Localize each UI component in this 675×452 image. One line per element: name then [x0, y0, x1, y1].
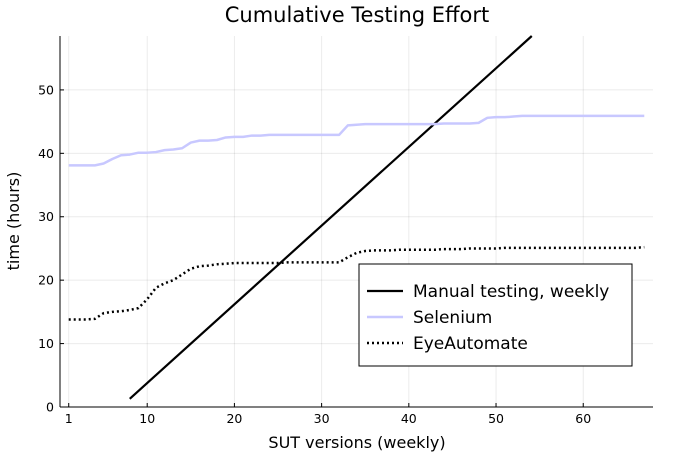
legend-label-selenium: Selenium	[413, 308, 492, 328]
y-tick-label: 30	[38, 209, 54, 224]
y-tick-label: 0	[46, 400, 54, 415]
y-tick-label: 20	[38, 273, 54, 288]
y-axis-label: time (hours)	[4, 172, 23, 271]
y-tick-label: 40	[38, 146, 54, 161]
axes	[59, 36, 653, 408]
y-tick-label: 50	[38, 82, 54, 97]
x-tick-label: 40	[401, 411, 417, 426]
chart-title: Cumulative Testing Effort	[225, 3, 490, 27]
series-line-selenium	[68, 114, 645, 167]
x-tick-label: 50	[488, 411, 504, 426]
ticks: 1 10 20 30 40 50 60 0 10 20 30 40 50	[38, 82, 591, 426]
legend-box	[358, 263, 633, 367]
series-line-manual-testing-weekly	[129, 35, 533, 400]
legend: Manual testing, weekly Selenium EyeAutomat…	[358, 263, 633, 367]
legend-label-eyeautomate: EyeAutomate	[413, 334, 528, 354]
x-axis-label: SUT versions (weekly)	[268, 433, 445, 452]
legend-items: Manual testing, weekly Selenium EyeAutomat…	[367, 282, 609, 354]
x-tick-label: 30	[314, 411, 330, 426]
x-tick-label: 20	[226, 411, 242, 426]
legend-label-manual-testing-weekly: Manual testing, weekly	[413, 282, 609, 302]
x-tick-label: 1	[65, 411, 73, 426]
y-tick-label: 10	[38, 336, 54, 351]
x-tick-label: 60	[575, 411, 591, 426]
plot-series	[68, 35, 645, 400]
x-tick-label: 10	[139, 411, 155, 426]
